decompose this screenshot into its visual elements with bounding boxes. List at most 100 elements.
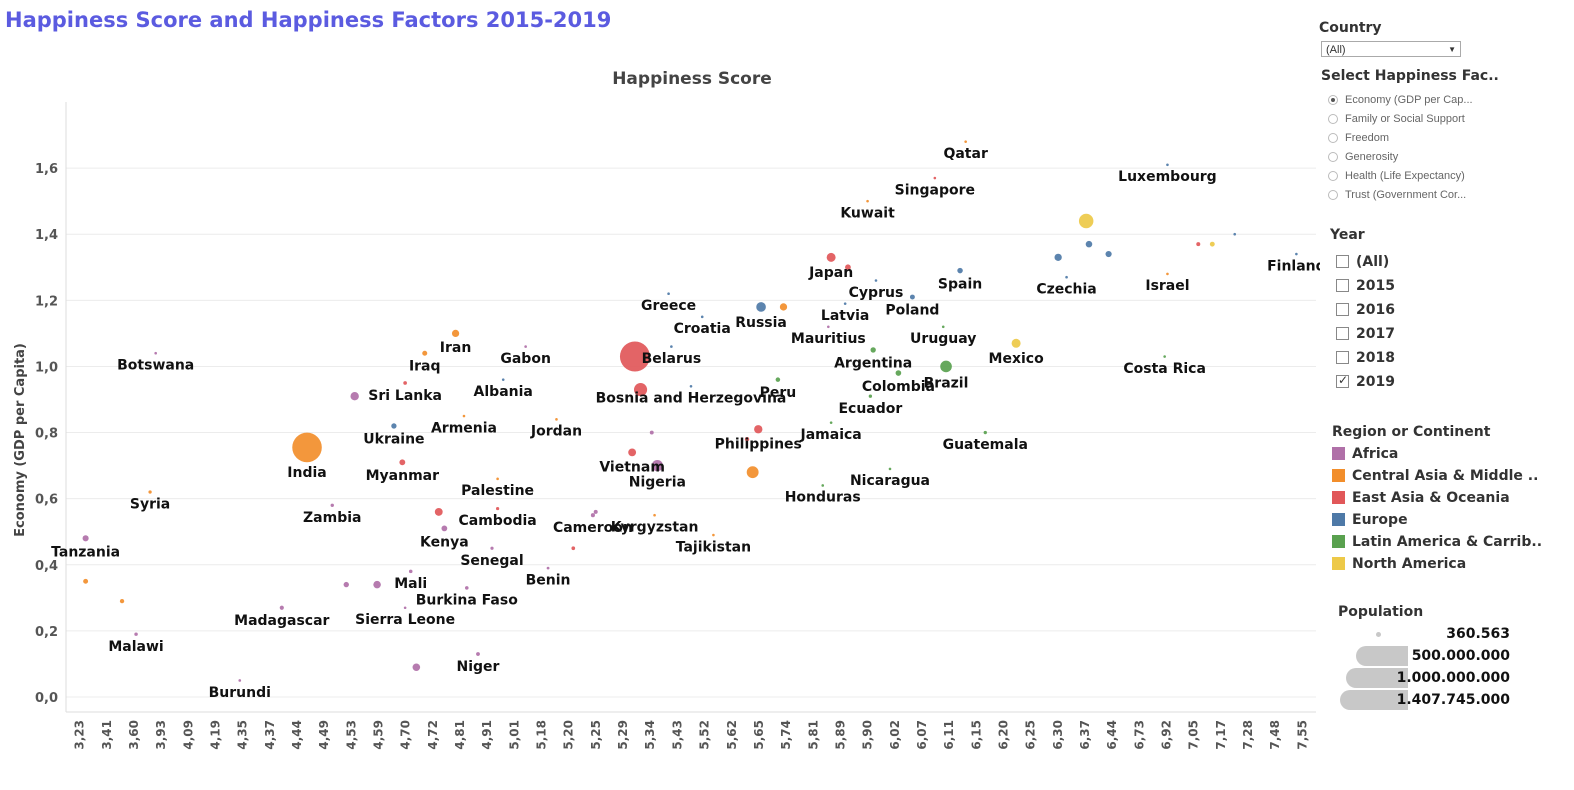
size-legend-item: 360.563 <box>1338 624 1568 646</box>
x-tick-label: 5,90 <box>861 720 875 750</box>
data-point <box>403 381 407 385</box>
data-point-label: Belarus <box>642 351 702 367</box>
legend-item-europe[interactable]: Europe <box>1332 512 1408 534</box>
data-point-label: Croatia <box>674 321 731 337</box>
checkbox-icon <box>1336 279 1349 292</box>
year-option-2016[interactable]: 2016 <box>1336 302 1395 324</box>
data-point <box>868 394 873 398</box>
data-point-label: Spain <box>938 276 982 292</box>
region-legend-title: Region or Continent <box>1332 424 1491 440</box>
factor-option-family[interactable]: Family or Social Support <box>1328 113 1465 130</box>
x-tick-label: 4,44 <box>290 720 304 750</box>
year-option-2019[interactable]: 2019 <box>1336 373 1395 396</box>
data-point <box>148 490 152 494</box>
legend-swatch <box>1332 447 1345 460</box>
size-legend-label: 360.563 <box>1446 626 1510 642</box>
year-option-all[interactable]: (All) <box>1336 254 1389 276</box>
data-point <box>651 459 664 472</box>
data-point <box>827 325 830 329</box>
checkbox-icon <box>1336 327 1349 340</box>
data-point <box>422 350 428 356</box>
x-tick-label: 5,89 <box>833 720 847 750</box>
population-legend-title: Population <box>1338 604 1424 620</box>
data-point-labels: Botswana Iraq Iran Gabon Sri Lanka Albania Arm… <box>51 146 1320 701</box>
x-tick-label: 5,29 <box>616 720 630 750</box>
data-point <box>1295 252 1298 256</box>
radio-icon <box>1328 152 1338 162</box>
factor-option-label: Health (Life Expectancy) <box>1345 170 1465 182</box>
data-point <box>775 377 781 382</box>
data-point-label: Niger <box>457 659 500 675</box>
data-point <box>649 430 654 435</box>
factor-option-label: Trust (Government Cor... <box>1345 189 1467 201</box>
x-tick-label: 5,34 <box>643 720 657 750</box>
data-point-label: Mexico <box>989 351 1045 367</box>
factor-option-trust[interactable]: Trust (Government Cor... <box>1328 189 1466 206</box>
data-point-label: Mauritius <box>791 331 866 347</box>
factor-filter-title: Select Happiness Fac.. <box>1321 68 1499 84</box>
data-point <box>653 513 656 517</box>
data-point-label: Jamaica <box>800 427 862 443</box>
data-point-label: Zambia <box>303 510 361 526</box>
y-tick-label: 0,6 <box>35 493 58 508</box>
data-point-label: Argentina <box>834 356 912 372</box>
data-point <box>1105 250 1112 258</box>
data-point <box>524 345 527 348</box>
data-point <box>1054 253 1062 262</box>
data-point <box>964 140 967 143</box>
factor-option-health[interactable]: Health (Life Expectancy) <box>1328 170 1465 187</box>
data-point-label: Luxembourg <box>1118 169 1217 185</box>
legend-item-latin-america[interactable]: Latin America & Carrib.. <box>1332 534 1542 556</box>
factor-option-economy[interactable]: Economy (GDP per Cap... <box>1328 94 1473 111</box>
x-tick-label: 7,17 <box>1214 720 1228 750</box>
data-point <box>496 477 499 481</box>
y-tick-label: 0,4 <box>35 559 58 574</box>
factor-option-label: Economy (GDP per Cap... <box>1345 94 1473 106</box>
data-point <box>238 679 242 682</box>
legend-label: Central Asia & Middle .. <box>1352 468 1539 484</box>
data-point <box>403 606 407 610</box>
data-point-label: Burkina Faso <box>416 593 518 609</box>
dashboard-title: Happiness Score and Happiness Factors 20… <box>5 8 612 32</box>
grid-layer <box>65 102 1316 713</box>
year-option-2018[interactable]: 2018 <box>1336 350 1395 372</box>
factor-option-generosity[interactable]: Generosity <box>1328 151 1398 168</box>
x-tick-label: 6,92 <box>1160 720 1174 750</box>
legend-item-africa[interactable]: Africa <box>1332 446 1398 468</box>
legend-label: Europe <box>1352 512 1408 528</box>
data-point <box>909 294 915 300</box>
y-tick-label: 0,8 <box>35 427 58 442</box>
x-tick-label: 6,20 <box>997 720 1011 750</box>
country-dropdown[interactable]: (All) ▼ <box>1321 41 1461 57</box>
radio-icon <box>1328 171 1338 181</box>
data-point <box>866 199 869 203</box>
size-legend-item: 1.000.000.000 <box>1338 668 1568 690</box>
data-point-label: Kyrgyzstan <box>611 519 699 535</box>
data-point <box>619 341 650 372</box>
x-tick-label: 7,28 <box>1241 720 1255 750</box>
data-point <box>546 566 550 570</box>
year-option-2017[interactable]: 2017 <box>1336 326 1395 348</box>
factor-option-freedom[interactable]: Freedom <box>1328 132 1389 149</box>
x-tick-label: 3,93 <box>154 720 168 750</box>
legend-item-central-asia[interactable]: Central Asia & Middle .. <box>1332 468 1538 490</box>
data-point-label: Iran <box>440 340 472 356</box>
x-tick-label: 7,55 <box>1295 720 1309 750</box>
year-filter-title: Year <box>1330 227 1365 243</box>
data-point <box>593 509 598 514</box>
checkbox-icon <box>1336 373 1349 388</box>
data-point <box>330 503 334 507</box>
data-point-label: Russia <box>735 315 787 331</box>
data-point-label: Qatar <box>943 146 987 162</box>
year-option-2015[interactable]: 2015 <box>1336 278 1395 300</box>
data-point <box>667 292 670 296</box>
data-point <box>756 302 766 312</box>
size-bubble <box>1356 646 1408 666</box>
x-tick-label: 3,41 <box>100 720 114 750</box>
size-legend-label: 1.407.745.000 <box>1396 692 1510 708</box>
legend-item-north-america[interactable]: North America <box>1332 556 1466 578</box>
data-point-label: Malawi <box>108 639 163 655</box>
data-point <box>754 425 763 434</box>
legend-item-east-asia[interactable]: East Asia & Oceania <box>1332 490 1510 512</box>
year-option-label: 2018 <box>1356 350 1395 366</box>
